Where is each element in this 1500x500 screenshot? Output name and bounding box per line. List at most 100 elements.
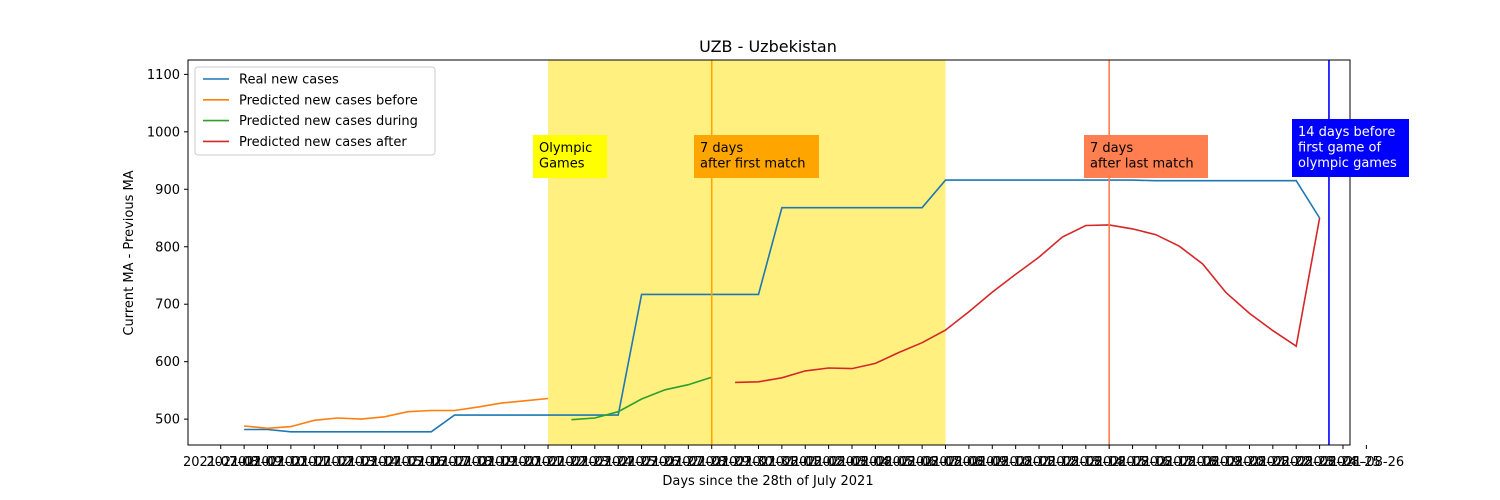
- x-tick-label: 2021-07-14: [323, 455, 399, 470]
- x-tick-label: 2021-08-01: [744, 455, 820, 470]
- x-tick-label: 2021-08-19: [1165, 455, 1241, 470]
- y-axis-title: Current MA - Previous MA: [122, 170, 137, 335]
- x-tick-label: 2021-08-02: [767, 455, 843, 470]
- x-axis-title: Days since the 28th of July 2021: [662, 474, 873, 489]
- x-tick-label: 2021-07-13: [300, 455, 376, 470]
- y-tick-label: 1000: [147, 125, 180, 140]
- legend-entry: Real new cases: [203, 73, 339, 88]
- series-line-4: [735, 217, 1321, 384]
- y-tick-label: 800: [155, 240, 180, 255]
- y-tick-label: 1100: [147, 68, 180, 83]
- legend-entry: Predicted new cases before: [203, 93, 418, 108]
- annotation-text: 7 days: [700, 141, 743, 156]
- plot-frame: [187, 59, 1351, 446]
- x-tick-label: 2021-08-23: [1258, 455, 1334, 470]
- x-tick-label: 2021-07-12: [276, 455, 352, 470]
- series-line-1: [244, 179, 1321, 433]
- legend-label: Predicted new cases before: [239, 93, 418, 108]
- x-tick-label: 2021-07-31: [721, 455, 797, 470]
- series-line-2: [244, 397, 549, 430]
- x-tick-label: 2021-08-07: [884, 455, 960, 470]
- x-tick-label: 2021-08-21: [1212, 455, 1288, 470]
- x-tick-label: 2021-08-05: [838, 455, 914, 470]
- x-axis: 2021-07-092021-07-102021-07-112021-07-12…: [183, 445, 1404, 470]
- x-tick-label: 2021-07-25: [580, 455, 656, 470]
- x-tick-label: 2021-07-10: [230, 455, 306, 470]
- legend-box: [194, 66, 436, 156]
- x-tick-label: 2021-07-09: [206, 455, 282, 470]
- x-tick-label: 2021-07-28: [651, 455, 727, 470]
- x-tick-label: 2021-08-03: [791, 455, 867, 470]
- annotation-text: first game of: [1298, 141, 1382, 156]
- x-tick-label: 2021-07-24: [557, 455, 633, 470]
- x-tick-label: 2021-08-06: [861, 455, 937, 470]
- legend: Real new cases Predicted new cases before…: [194, 66, 436, 156]
- y-tick-label: 500: [155, 413, 180, 428]
- x-tick-label: 2021-08-10: [955, 455, 1031, 470]
- legend-entry: Predicted new cases during: [203, 114, 418, 129]
- x-tick-label: 2021-07-19: [440, 455, 516, 470]
- annotation-text: olympic games: [1298, 156, 1397, 171]
- x-tick-label: 2021-08-15: [1071, 455, 1147, 470]
- y-axis: 500 600 700 800 900 1000 1100: [147, 68, 188, 428]
- annotation-text: Olympic: [539, 141, 592, 156]
- series-layer: [244, 179, 1321, 433]
- x-tick-label: 2021-07-16: [370, 455, 446, 470]
- annotation-box: [694, 135, 819, 178]
- legend-label: Real new cases: [239, 73, 339, 88]
- legend-label: Predicted new cases after: [239, 135, 407, 150]
- x-tick-label: 2021-07-11: [253, 455, 329, 470]
- x-tick-label: 2021-08-14: [1048, 455, 1124, 470]
- x-tick-label: 2021-07-15: [347, 455, 423, 470]
- y-tick-label: 900: [155, 183, 180, 198]
- x-tick-label: 2021-07-17: [393, 455, 469, 470]
- x-tick-label: 2021-07-21: [487, 455, 563, 470]
- series-line-3: [571, 376, 712, 421]
- shaded-region-layer: [548, 60, 946, 445]
- x-tick-label: 2021-08-18: [1142, 455, 1218, 470]
- x-tick-label: 2021-07-20: [464, 455, 540, 470]
- x-tick-label: 2021-08-26: [1329, 455, 1405, 470]
- annotation-box: [1084, 135, 1208, 178]
- x-tick-label: 2021-08-13: [1025, 455, 1101, 470]
- legend-entry: Predicted new cases after: [203, 135, 407, 150]
- x-tick-label: 2021-07-23: [534, 455, 610, 470]
- x-tick-label: 2021-08-22: [1235, 455, 1311, 470]
- olympic-period-shade: [548, 60, 946, 445]
- x-tick-label: 2021-07-27: [627, 455, 703, 470]
- legend-label: Predicted new cases during: [239, 114, 418, 129]
- annotation-text: 7 days: [1090, 141, 1133, 156]
- x-tick-label: 2021-08-20: [1188, 455, 1264, 470]
- chart-title: UZB - Uzbekistan: [699, 37, 837, 56]
- x-tick-label: 2021-08-24: [1282, 455, 1358, 470]
- x-tick-label: 2021-07-18: [417, 455, 493, 470]
- annotation-text: 14 days before: [1298, 125, 1395, 140]
- x-tick-label: 2021-07-26: [604, 455, 680, 470]
- x-tick-label: 2021-07-22: [510, 455, 586, 470]
- x-tick-label: 2021-08-25: [1305, 455, 1381, 470]
- x-tick-label: 2021-08-17: [1118, 455, 1194, 470]
- x-tick-label: 2021-08-09: [931, 455, 1007, 470]
- annotation-text: after first match: [700, 157, 806, 172]
- y-tick-label: 600: [155, 355, 180, 370]
- x-tick-label: 2021-07-08: [183, 455, 259, 470]
- annotation-text: Games: [539, 157, 585, 172]
- y-tick-label: 700: [155, 298, 180, 313]
- x-tick-label: 2021-08-08: [908, 455, 984, 470]
- annotation-box: [533, 135, 607, 178]
- x-tick-label: 2021-07-30: [697, 455, 773, 470]
- annotation-text: after last match: [1090, 157, 1194, 172]
- x-tick-label: 2021-08-11: [978, 455, 1054, 470]
- x-tick-label: 2021-08-04: [814, 455, 890, 470]
- x-tick-label: 2021-07-29: [674, 455, 750, 470]
- annotation-box: [1292, 119, 1409, 177]
- x-tick-label: 2021-08-12: [1001, 455, 1077, 470]
- x-tick-label: 2021-08-16: [1095, 455, 1171, 470]
